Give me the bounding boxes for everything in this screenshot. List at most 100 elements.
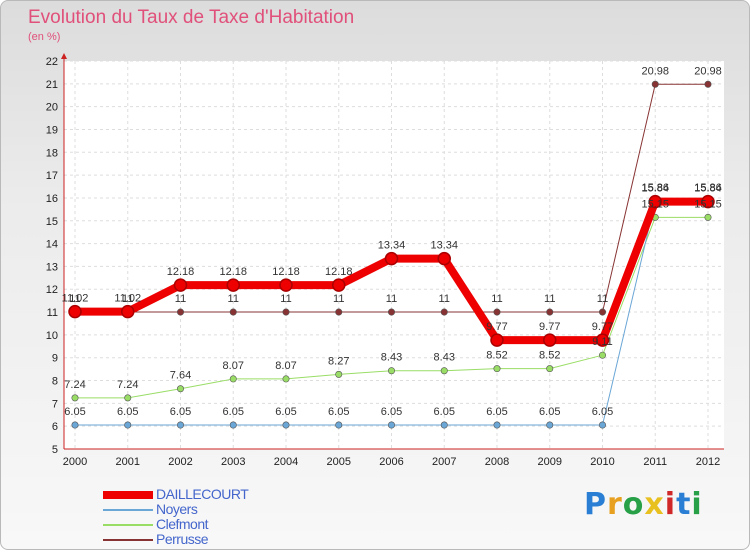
chart-subtitle: (en %)	[28, 31, 61, 43]
data-label: 15.15	[641, 198, 669, 210]
y-axis-arrow	[61, 53, 67, 59]
data-point	[598, 308, 606, 316]
x-tick-label: 2004	[274, 456, 298, 468]
y-tick-label: 22	[46, 56, 58, 68]
y-tick-label: 16	[46, 193, 58, 205]
chart-title: Evolution du Taux de Taxe d'Habitation	[28, 7, 355, 28]
data-point	[387, 308, 395, 316]
data-point	[651, 80, 659, 88]
data-point	[177, 421, 185, 429]
x-tick-label: 2011	[643, 456, 667, 468]
y-tick-label: 8	[52, 376, 58, 388]
data-point	[704, 80, 712, 88]
data-label: 11	[491, 293, 502, 305]
data-label: 12.18	[272, 266, 300, 278]
legend-label: Perrusse	[156, 531, 209, 547]
data-point	[598, 421, 606, 429]
data-point	[121, 304, 135, 319]
data-point	[384, 251, 399, 266]
data-point	[229, 375, 237, 383]
data-point	[440, 367, 448, 375]
data-label: 11	[544, 293, 555, 305]
data-label: 7.64	[170, 370, 191, 382]
data-label: 11	[280, 293, 291, 305]
data-point	[490, 333, 504, 347]
data-label: 8.52	[539, 350, 560, 362]
x-tick-label: 2010	[590, 456, 614, 468]
y-tick-label: 19	[46, 124, 58, 136]
x-tick-label: 2000	[63, 456, 87, 468]
logo-letter: P	[584, 487, 607, 522]
data-point	[71, 394, 79, 402]
data-label: 6.05	[117, 406, 138, 418]
data-label: 11	[439, 293, 450, 305]
y-tick-label: 7	[52, 398, 58, 410]
x-tick-label: 2006	[379, 456, 403, 468]
data-label: 11.02	[62, 293, 89, 305]
data-label: 11	[228, 293, 239, 305]
data-point	[279, 278, 293, 292]
data-label: 11	[333, 293, 344, 305]
data-label: 11	[69, 293, 80, 305]
data-point	[226, 278, 240, 292]
data-point	[440, 308, 448, 316]
x-tick-label: 2007	[432, 456, 456, 468]
data-point	[282, 308, 290, 316]
data-label: 6.05	[223, 406, 244, 418]
x-tick-label: 2005	[327, 456, 351, 468]
y-tick-label: 11	[47, 307, 58, 319]
data-point	[335, 421, 343, 429]
data-point	[177, 308, 185, 316]
y-tick-label: 6	[52, 421, 58, 433]
legend-label: DAILLECOURT	[156, 486, 249, 502]
data-label: 6.05	[328, 406, 349, 418]
data-point	[71, 421, 79, 429]
data-point	[229, 421, 237, 429]
x-tick-label: 2002	[168, 456, 192, 468]
data-point	[493, 365, 501, 373]
y-tick-label: 18	[46, 147, 58, 159]
logo-letter: t	[676, 487, 692, 522]
data-label: 6.05	[381, 406, 402, 418]
x-tick-label: 2001	[116, 456, 140, 468]
data-label: 6.05	[170, 406, 191, 418]
data-label: 8.07	[223, 360, 244, 372]
data-label: 11	[386, 293, 397, 305]
data-point	[546, 365, 554, 373]
y-tick-label: 9	[52, 353, 58, 365]
data-label: 9.77	[592, 321, 613, 333]
data-label: 6.05	[539, 406, 560, 418]
data-point	[704, 213, 712, 221]
data-point	[124, 394, 132, 402]
x-tick-label: 2003	[221, 456, 245, 468]
data-point	[440, 421, 448, 429]
data-label: 7.24	[64, 379, 85, 391]
logo-letter: i	[664, 487, 677, 522]
data-point	[177, 385, 185, 393]
data-label: 20.98	[641, 65, 669, 77]
data-label: 8.07	[275, 360, 296, 372]
legend-swatch	[103, 539, 153, 541]
y-tick-label: 12	[46, 284, 58, 296]
data-label: 11.02	[114, 293, 141, 305]
data-label: 12.18	[325, 266, 353, 278]
logo-letter: x	[644, 487, 665, 522]
data-point	[387, 367, 395, 375]
x-tick-label: 2012	[696, 456, 720, 468]
data-label: 8.43	[381, 352, 402, 364]
legend-swatch	[103, 524, 153, 526]
data-point	[282, 375, 290, 383]
data-label: 6.05	[486, 406, 507, 418]
logo-letter: r	[607, 487, 623, 522]
y-tick-label: 10	[46, 330, 58, 342]
data-label: 7.24	[117, 379, 138, 391]
y-tick-label: 15	[46, 216, 58, 228]
legend-swatch	[103, 491, 153, 499]
data-label: 8.52	[486, 350, 507, 362]
data-label: 11	[122, 293, 133, 305]
data-point	[598, 351, 606, 359]
data-label: 6.05	[64, 406, 85, 418]
y-tick-label: 20	[46, 102, 58, 114]
legend-label: Noyers	[156, 501, 198, 517]
data-label: 20.98	[694, 65, 722, 77]
